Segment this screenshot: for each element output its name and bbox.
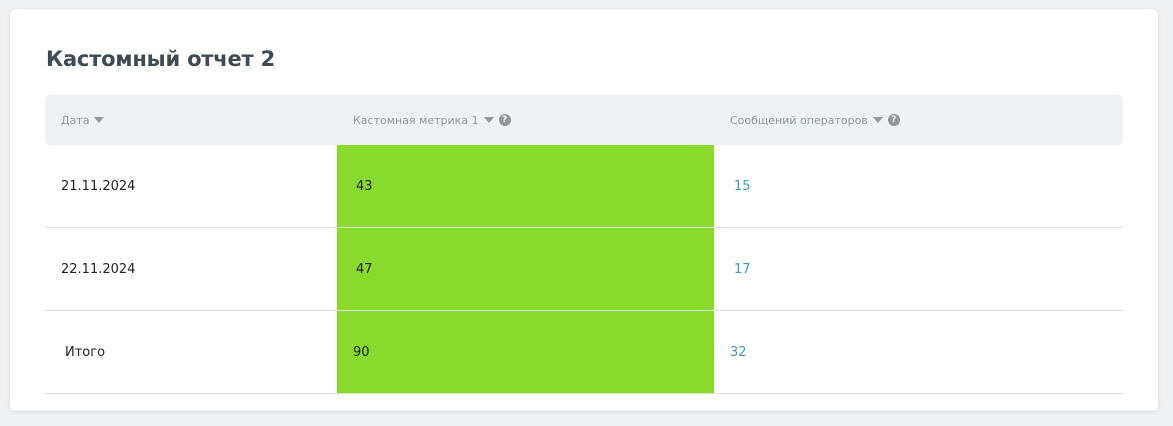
table-row: 21.11.2024 43 15 — [45, 145, 1123, 228]
metric-cell: 47 — [337, 228, 714, 310]
messages-link[interactable]: 17 — [734, 261, 751, 277]
report-card: Кастомный отчет 2 Дата Кастомная метрика… — [10, 9, 1158, 411]
report-title: Кастомный отчет 2 — [46, 47, 276, 71]
column-label: Кастомная метрика 1 — [353, 113, 479, 127]
column-header-date[interactable]: Дата — [45, 114, 337, 127]
column-label: Сообщений операторов — [730, 113, 868, 127]
caret-down-icon[interactable] — [483, 117, 494, 123]
report-table: Дата Кастомная метрика 1 ? Сообщений опе… — [45, 95, 1123, 394]
help-icon[interactable]: ? — [887, 114, 900, 126]
messages-link[interactable]: 15 — [734, 178, 751, 194]
date-cell: 22.11.2024 — [61, 261, 136, 277]
column-header-operator-messages[interactable]: Сообщений операторов ? — [714, 114, 1123, 127]
table-row: 22.11.2024 47 17 — [45, 228, 1123, 311]
metric-cell: 43 — [337, 145, 714, 227]
total-label: Итого — [65, 344, 106, 360]
help-icon[interactable]: ? — [498, 114, 511, 126]
total-messages-link[interactable]: 32 — [730, 344, 747, 360]
caret-down-icon[interactable] — [94, 117, 105, 123]
total-row: Итого 90 32 — [45, 311, 1123, 394]
column-label: Дата — [61, 113, 90, 127]
table-header: Дата Кастомная метрика 1 ? Сообщений опе… — [45, 95, 1123, 145]
date-cell: 21.11.2024 — [61, 178, 136, 194]
column-header-custom-metric[interactable]: Кастомная метрика 1 ? — [337, 114, 714, 127]
caret-down-icon[interactable] — [872, 117, 883, 123]
total-metric-cell: 90 — [337, 311, 714, 393]
